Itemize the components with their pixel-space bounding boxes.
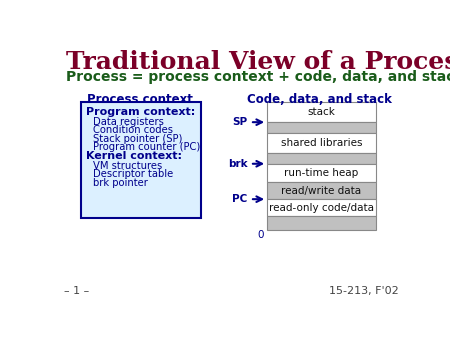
Bar	[81, 102, 201, 218]
Text: – 1 –: – 1 –	[64, 286, 89, 296]
Text: shared libraries: shared libraries	[280, 138, 362, 148]
Text: brk: brk	[228, 159, 248, 169]
Bar	[267, 153, 376, 164]
Bar	[267, 182, 376, 199]
Text: SP: SP	[233, 117, 248, 127]
Text: PC: PC	[233, 194, 248, 204]
Text: read-only code/data: read-only code/data	[269, 203, 374, 213]
Text: stack: stack	[307, 107, 335, 117]
Text: Process = process context + code, data, and stack: Process = process context + code, data, …	[66, 70, 450, 84]
Text: brk pointer: brk pointer	[94, 178, 148, 188]
Text: 15-213, F'02: 15-213, F'02	[329, 286, 399, 296]
Text: Condition codes: Condition codes	[94, 125, 173, 135]
Text: Stack pointer (SP): Stack pointer (SP)	[94, 134, 183, 144]
Text: Traditional View of a Process: Traditional View of a Process	[66, 50, 450, 74]
Bar	[267, 164, 376, 182]
Text: read/write data: read/write data	[281, 186, 361, 196]
Bar	[267, 199, 376, 216]
Bar	[267, 216, 376, 230]
Text: 0: 0	[257, 230, 264, 240]
Bar	[267, 133, 376, 153]
Text: Program counter (PC): Program counter (PC)	[94, 142, 201, 152]
Text: VM structures: VM structures	[94, 161, 163, 171]
Text: Program context:: Program context:	[86, 107, 195, 117]
Text: Kernel context:: Kernel context:	[86, 151, 182, 161]
Text: Data registers: Data registers	[94, 117, 164, 127]
Text: Process context: Process context	[87, 93, 193, 106]
Text: run-time heap: run-time heap	[284, 168, 358, 178]
Bar	[267, 122, 376, 133]
Text: Code, data, and stack: Code, data, and stack	[248, 93, 392, 106]
Text: Descriptor table: Descriptor table	[94, 169, 174, 179]
Bar	[267, 102, 376, 122]
